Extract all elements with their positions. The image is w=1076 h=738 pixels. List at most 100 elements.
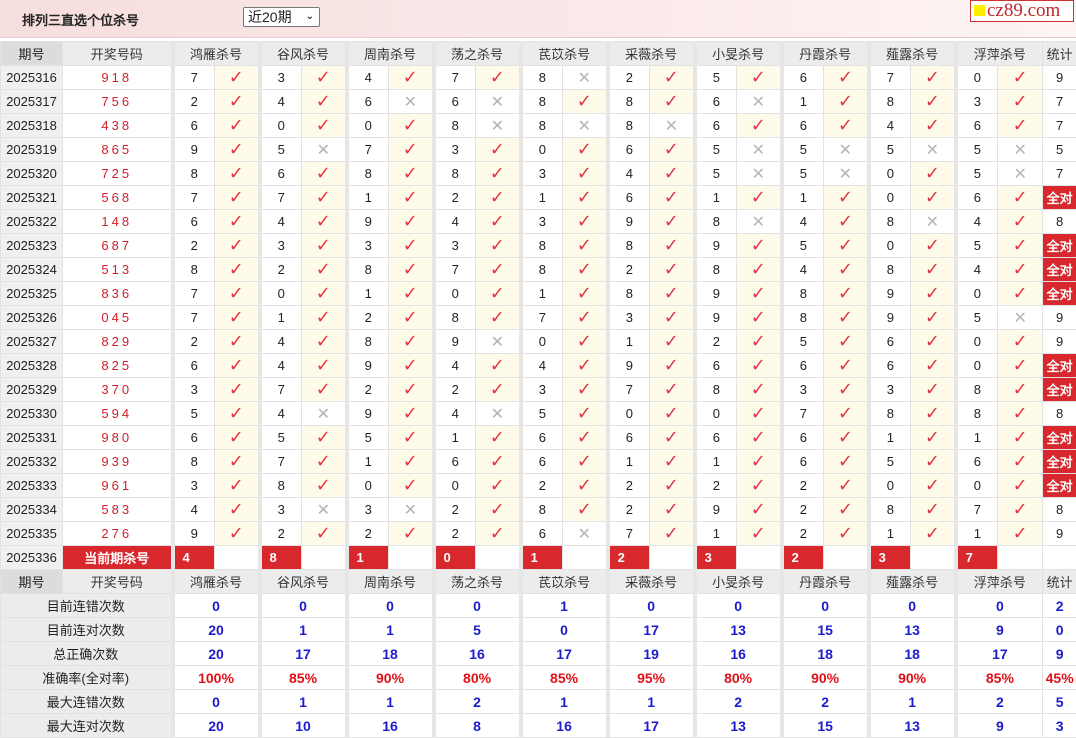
kill-number-cell: 0 — [521, 330, 563, 354]
check-icon: ✓ — [998, 522, 1043, 546]
stat-cell: 7 — [1043, 162, 1076, 186]
kill-number-cell: 6 — [956, 186, 998, 210]
check-icon: ✓ — [563, 330, 608, 354]
check-icon: ✓ — [998, 114, 1043, 138]
stats-total: 45% — [1043, 666, 1076, 690]
period-cell: 2025320 — [1, 162, 63, 186]
kill-number-cell: 2 — [521, 474, 563, 498]
check-icon: ✓ — [824, 90, 869, 114]
check-icon: ✓ — [389, 354, 434, 378]
kill-number-cell: 1 — [608, 450, 650, 474]
kill-number-cell: 9 — [869, 306, 911, 330]
check-icon: ✓ — [476, 522, 521, 546]
kill-number-cell: 6 — [782, 114, 824, 138]
stats-value: 16 — [434, 642, 521, 666]
check-icon: ✓ — [824, 186, 869, 210]
kill-number-cell: 7 — [434, 258, 476, 282]
period-cell: 2025323 — [1, 234, 63, 258]
logo-text: cz89.com — [987, 0, 1060, 21]
kill-number-cell: 5 — [695, 138, 737, 162]
check-icon: ✓ — [389, 66, 434, 90]
kill-number-cell: 5 — [347, 426, 389, 450]
check-icon: ✓ — [563, 306, 608, 330]
site-logo[interactable]: cz89.com — [970, 0, 1074, 22]
check-icon: ✓ — [302, 66, 347, 90]
check-icon: ✓ — [650, 354, 695, 378]
check-icon: ✓ — [302, 282, 347, 306]
check-icon: ✓ — [389, 522, 434, 546]
draw-number-cell: 438 — [63, 114, 173, 138]
stats-total: 2 — [1043, 594, 1076, 618]
check-icon: ✓ — [824, 522, 869, 546]
header-expert: 周南杀号 — [347, 570, 434, 594]
kill-number-cell: 4 — [434, 354, 476, 378]
check-icon: ✓ — [998, 498, 1043, 522]
kill-number-cell: 1 — [695, 522, 737, 546]
kill-number-cell: 2 — [347, 378, 389, 402]
kill-number-cell: 2 — [173, 330, 215, 354]
kill-number-cell: 6 — [173, 354, 215, 378]
header-expert: 丹霞杀号 — [782, 570, 869, 594]
kill-number-cell: 8 — [869, 498, 911, 522]
kill-number-cell: 8 — [869, 90, 911, 114]
cross-icon: ✕ — [737, 138, 782, 162]
cross-icon: ✕ — [824, 162, 869, 186]
check-icon: ✓ — [476, 354, 521, 378]
kill-number-cell: 0 — [956, 330, 998, 354]
check-icon: ✓ — [911, 450, 956, 474]
period-cell: 2025325 — [1, 282, 63, 306]
check-icon: ✓ — [476, 66, 521, 90]
cross-icon: ✕ — [824, 138, 869, 162]
cross-icon: ✕ — [302, 498, 347, 522]
kill-number-cell: 1 — [782, 90, 824, 114]
period-range-select[interactable]: 近20期⌄ — [243, 7, 320, 27]
current-kill-number: 1 — [347, 546, 389, 570]
kill-number-cell: 1 — [956, 426, 998, 450]
kill-number-cell: 4 — [260, 354, 302, 378]
kill-number-cell: 8 — [434, 306, 476, 330]
draw-number-cell: 825 — [63, 354, 173, 378]
check-icon: ✓ — [563, 354, 608, 378]
check-icon: ✓ — [824, 426, 869, 450]
stats-value: 20 — [173, 714, 260, 738]
kill-number-cell: 2 — [260, 522, 302, 546]
kill-number-cell: 7 — [173, 306, 215, 330]
kill-number-cell: 2 — [608, 474, 650, 498]
stats-value: 2 — [782, 690, 869, 714]
stats-total: 0 — [1043, 618, 1076, 642]
check-icon: ✓ — [737, 426, 782, 450]
kill-number-cell: 9 — [173, 522, 215, 546]
kill-number-cell: 5 — [173, 402, 215, 426]
check-icon: ✓ — [911, 282, 956, 306]
check-icon: ✓ — [737, 330, 782, 354]
draw-number-cell: 276 — [63, 522, 173, 546]
check-icon: ✓ — [302, 162, 347, 186]
check-icon: ✓ — [824, 354, 869, 378]
stats-value: 1 — [869, 690, 956, 714]
check-icon: ✓ — [476, 138, 521, 162]
kill-number-cell: 5 — [782, 330, 824, 354]
check-icon: ✓ — [476, 258, 521, 282]
check-icon: ✓ — [737, 474, 782, 498]
kill-number-cell: 2 — [347, 522, 389, 546]
kill-number-cell: 7 — [173, 66, 215, 90]
cross-icon: ✕ — [302, 402, 347, 426]
kill-number-cell: 4 — [869, 114, 911, 138]
check-icon: ✓ — [737, 258, 782, 282]
check-icon: ✓ — [911, 354, 956, 378]
check-icon: ✓ — [650, 90, 695, 114]
kill-number-cell: 7 — [608, 522, 650, 546]
draw-number-cell: 918 — [63, 66, 173, 90]
all-correct-badge: 全对 — [1043, 186, 1076, 210]
stat-cell: 8 — [1043, 402, 1076, 426]
period-range-value: 近20期 — [248, 9, 292, 25]
check-icon: ✓ — [998, 474, 1043, 498]
check-icon: ✓ — [911, 234, 956, 258]
kill-number-cell: 6 — [434, 90, 476, 114]
